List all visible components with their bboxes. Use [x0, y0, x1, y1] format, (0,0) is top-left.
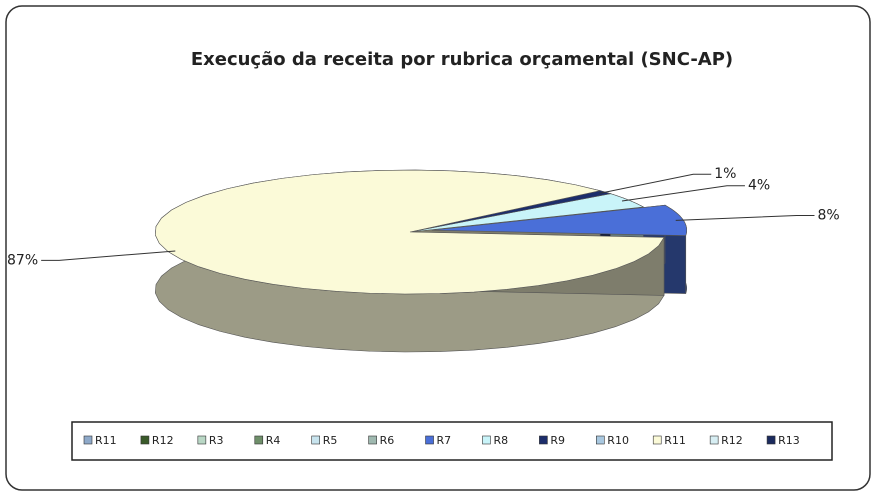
legend-label: R4 [266, 434, 281, 447]
legend-swatch [766, 435, 776, 445]
legend-swatch [368, 435, 377, 445]
leader-line [621, 185, 745, 202]
legend-label: R8 [493, 434, 508, 447]
data-label: 87% [7, 252, 38, 268]
legend-swatch [709, 435, 719, 445]
legend-swatch [140, 435, 150, 445]
legend-label: R7 [437, 434, 452, 447]
leader-line [675, 215, 815, 221]
chart-title: Execução da receita por rubrica orçament… [191, 49, 733, 70]
legend-label: R12 [152, 434, 174, 447]
legend-swatch [482, 435, 491, 445]
data-label: 1% [714, 166, 736, 182]
legend-label: R6 [380, 434, 395, 447]
legend-swatch [596, 435, 605, 445]
leader-line [599, 173, 712, 194]
legend-label: R5 [323, 434, 338, 447]
legend-swatch [311, 435, 320, 445]
legend-swatch [425, 435, 434, 445]
legend-label: R11 [95, 434, 117, 447]
data-label: 4% [748, 178, 770, 194]
data-label: 8% [817, 208, 839, 224]
legend-label: R12 [721, 434, 743, 447]
legend-label: R9 [550, 434, 565, 447]
legend-swatch [254, 435, 264, 445]
legend-swatch [652, 435, 662, 445]
legend-swatch [539, 435, 548, 445]
legend-label: R11 [664, 434, 686, 447]
legend-swatch [197, 435, 207, 445]
legend-swatch [83, 435, 93, 445]
legend-label: R13 [778, 434, 800, 447]
leader-line [41, 250, 176, 261]
legend-label: R10 [607, 434, 629, 447]
legend-label: R3 [209, 434, 224, 447]
